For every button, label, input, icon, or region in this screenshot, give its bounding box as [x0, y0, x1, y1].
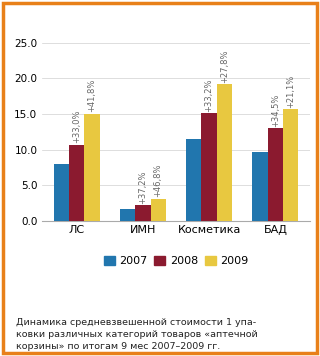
Text: +34,5%: +34,5%: [271, 93, 280, 127]
Bar: [135, 205, 150, 221]
Bar: [150, 199, 166, 221]
Text: +41,8%: +41,8%: [87, 79, 96, 112]
Bar: [217, 84, 232, 221]
Bar: [84, 114, 100, 221]
Bar: [283, 109, 298, 221]
Text: +37,2%: +37,2%: [138, 170, 148, 204]
Legend: 2007, 2008, 2009: 2007, 2008, 2009: [99, 251, 253, 271]
Bar: [202, 113, 217, 221]
Bar: [120, 209, 135, 221]
Text: +21,1%: +21,1%: [286, 74, 295, 108]
Bar: [186, 139, 202, 221]
Bar: [54, 164, 69, 221]
Text: +33,2%: +33,2%: [204, 78, 214, 112]
Text: +27,8%: +27,8%: [220, 49, 229, 83]
Text: +33,0%: +33,0%: [72, 110, 81, 143]
Text: +46,8%: +46,8%: [154, 164, 163, 197]
Bar: [252, 152, 268, 221]
Text: Динамика средневзвешенной стоимости 1 упа-
ковки различных категорий товаров «ап: Динамика средневзвешенной стоимости 1 уп…: [16, 318, 258, 351]
Bar: [268, 128, 283, 221]
Bar: [69, 145, 84, 221]
Text: РИС. 4: РИС. 4: [13, 13, 65, 27]
